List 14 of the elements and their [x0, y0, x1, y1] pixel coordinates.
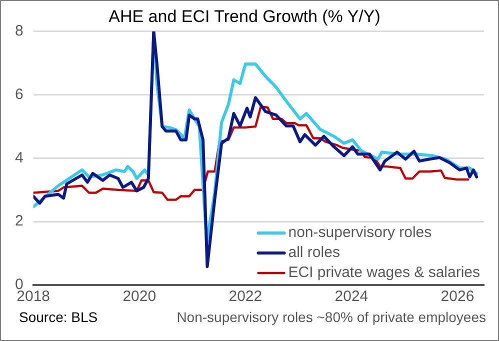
x-tick-label: 2022: [228, 288, 262, 306]
chart-title: AHE and ECI Trend Growth (% Y/Y): [108, 6, 380, 26]
x-tick-label: 2020: [122, 288, 156, 306]
y-tick-label: 6: [15, 86, 24, 103]
source-note: Source: BLS: [19, 309, 98, 325]
x-tick-label: 2024: [334, 288, 368, 306]
text: Non-supervisory roles ~80% of private employees: [176, 309, 486, 325]
x-tick-label: 2026: [440, 288, 474, 306]
legend-label: ECI private wages & salaries: [288, 264, 480, 282]
y-tick-label: 8: [15, 22, 24, 40]
y-tick-label: 2: [15, 212, 24, 230]
legend-label: all roles: [288, 244, 340, 262]
legend-label: non-supervisory roles: [288, 224, 432, 242]
y-tick-label: 4: [15, 149, 24, 166]
